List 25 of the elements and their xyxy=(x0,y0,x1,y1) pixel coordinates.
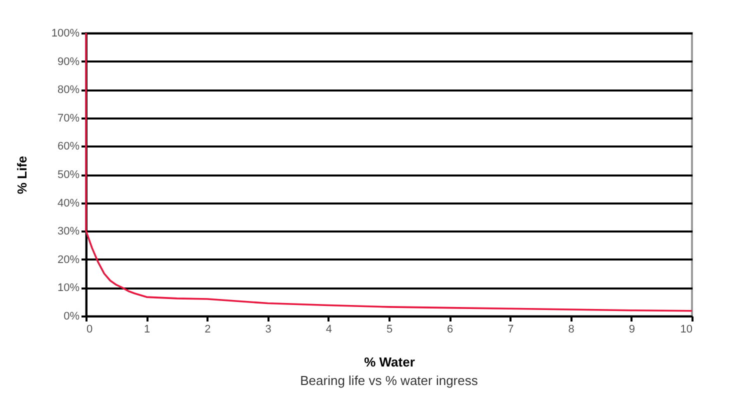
x-tick-label: 7 xyxy=(508,324,514,336)
x-tick-label: 1 xyxy=(144,324,150,336)
x-tick-label: 0 xyxy=(86,324,93,336)
x-tick-label: 8 xyxy=(568,324,574,336)
y-tick-label: 60% xyxy=(57,140,80,153)
x-tick-label: 2 xyxy=(204,324,211,336)
y-tick-label: 10% xyxy=(57,282,80,294)
x-axis-title: % Water xyxy=(364,354,415,370)
text: Bearing life vs % water ingress xyxy=(300,373,478,388)
y-tick-label: 90% xyxy=(57,56,80,68)
y-tick-label: 20% xyxy=(57,254,80,266)
y-tick-label: 40% xyxy=(57,197,80,210)
y-tick-label: 70% xyxy=(57,112,80,124)
x-tick-label: 5 xyxy=(386,324,393,336)
y-tick-label: 30% xyxy=(57,226,80,238)
x-tick-label: 3 xyxy=(265,324,272,336)
x-tick-label: 10 xyxy=(680,324,692,336)
x-tick-label: 6 xyxy=(447,324,454,336)
y-tick-label: 50% xyxy=(57,169,80,181)
y-tick-label: 100% xyxy=(51,28,80,40)
y-tick-label: 0% xyxy=(64,310,80,322)
x-tick-label: 4 xyxy=(326,324,332,336)
y-axis-title: % Life xyxy=(14,156,30,194)
y-tick-label: 80% xyxy=(57,84,80,96)
x-tick-label: 9 xyxy=(628,324,635,336)
